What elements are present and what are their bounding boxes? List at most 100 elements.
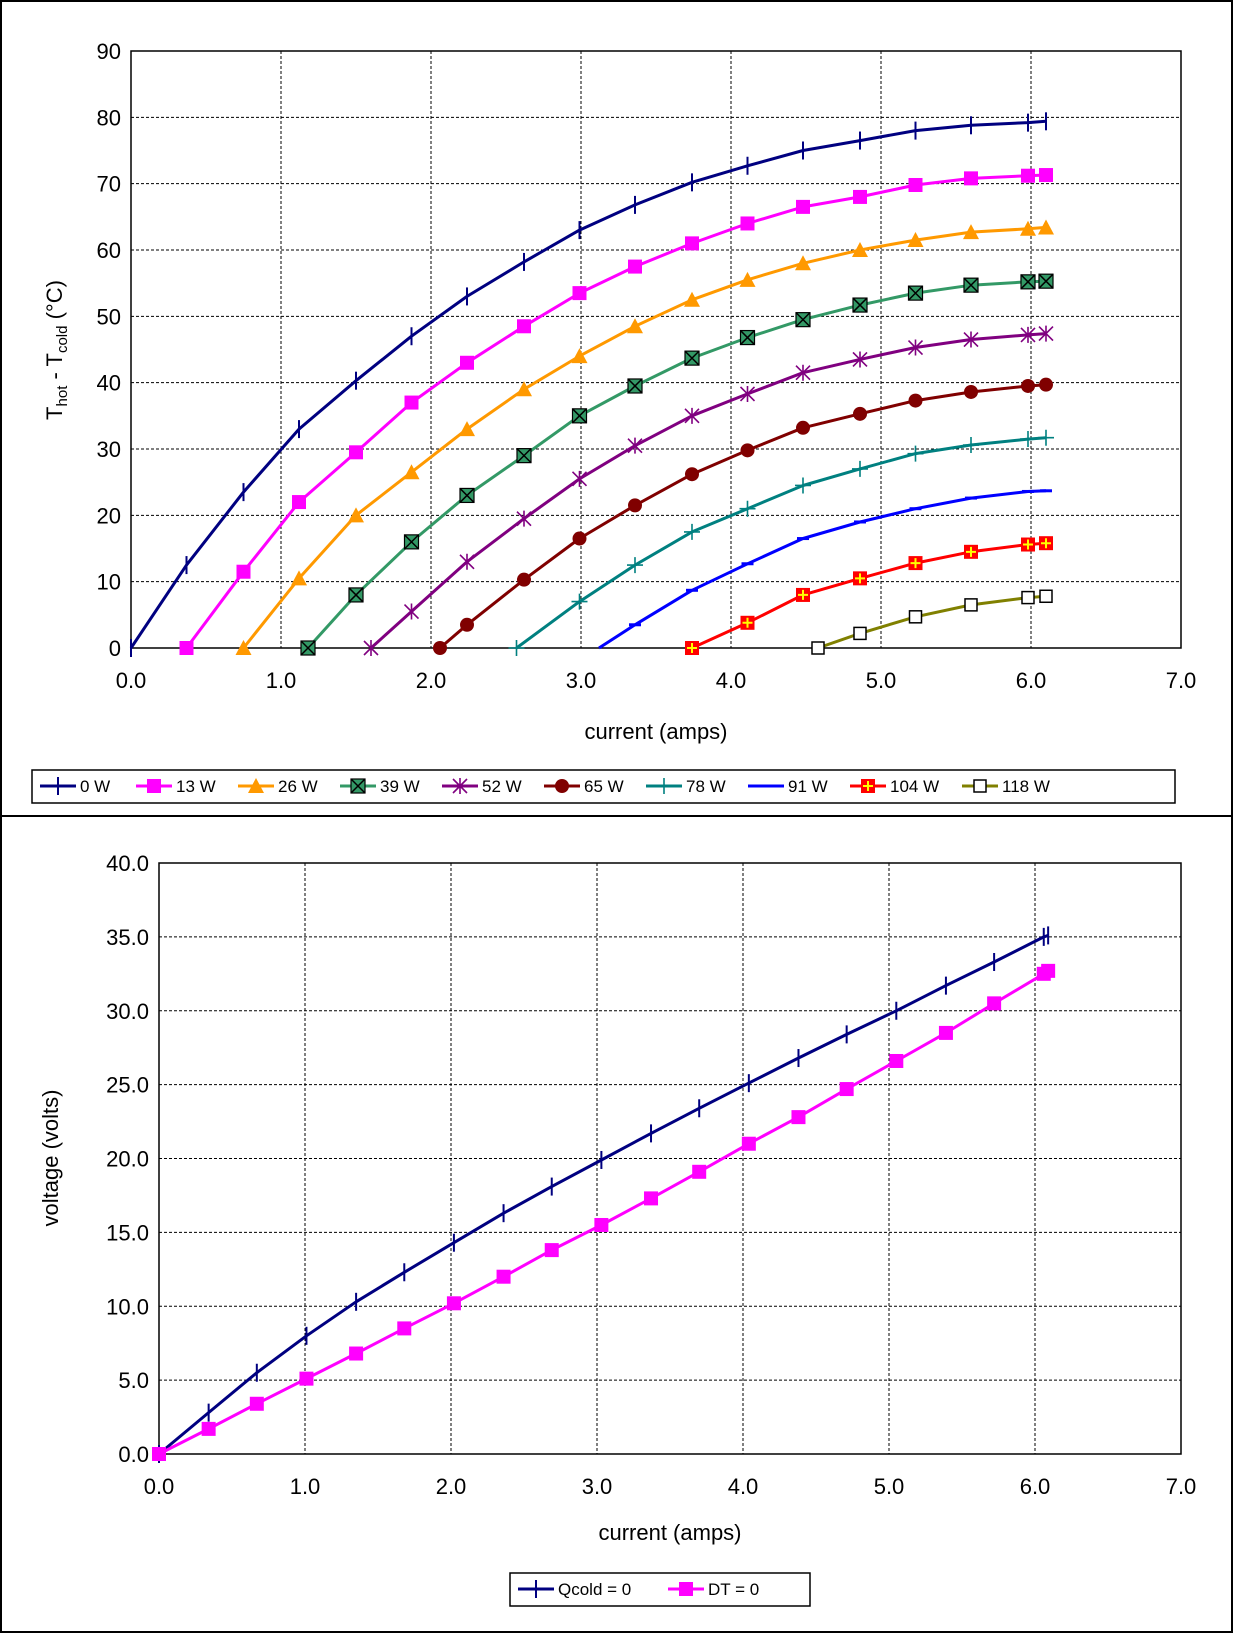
data-point [460,618,474,632]
data-point [853,407,867,421]
data-point [796,588,810,602]
data-point [741,216,755,230]
legend-label: DT = 0 [708,1580,759,1599]
data-point [1021,538,1035,552]
plot-area [131,51,1181,648]
data-point [517,319,531,333]
data-point [644,1191,658,1205]
data-point [1039,168,1053,182]
x-tick-label: 2.0 [436,1474,467,1499]
legend-label: 13 W [176,777,216,796]
legend-label: 39 W [380,777,420,796]
data-point [405,396,419,410]
data-point [180,641,194,655]
data-point [796,313,810,327]
data-point [964,385,978,399]
data-point [301,641,315,655]
x-axis-label: current (amps) [584,719,727,744]
x-tick-label: 3.0 [566,668,597,693]
y-tick-label: 70 [97,172,121,197]
data-point [685,641,699,655]
y-tick-label: 20 [97,503,121,528]
legend: Qcold = 0 DT = 0 [510,1573,810,1606]
data-point [594,1218,608,1232]
data-point [910,611,922,623]
data-point [964,278,978,292]
data-point [812,642,824,654]
data-point [1040,590,1052,602]
x-tick-label: 0.0 [144,1474,175,1499]
x-axis-label: current (amps) [598,1520,741,1545]
data-point [853,190,867,204]
data-point [237,565,251,579]
data-point [152,1447,166,1461]
data-point [433,641,447,655]
x-tick-label: 0.0 [116,668,147,693]
legend-entry-39-w: 39 W [340,777,420,796]
x-tick-label: 6.0 [1020,1474,1051,1499]
data-point [939,1026,953,1040]
data-point [250,1397,264,1411]
data-point [741,616,755,630]
data-point [460,356,474,370]
data-point [349,445,363,459]
legend-label: 52 W [482,777,522,796]
data-point [1021,275,1035,289]
x-tick-label: 7.0 [1166,1474,1197,1499]
data-point [628,498,642,512]
y-tick-label: 15.0 [106,1220,149,1245]
data-point [299,1372,313,1386]
legend-swatch-marker [147,779,161,793]
legend-label: 118 W [1002,777,1050,796]
data-point [889,1054,903,1068]
legend-label: 65 W [584,777,624,796]
data-point [1022,592,1034,604]
y-tick-label: 35.0 [106,925,149,950]
data-point [685,467,699,481]
data-point [791,1110,805,1124]
legend-box [510,1573,810,1606]
legend-swatch-marker [861,779,875,793]
x-tick-label: 5.0 [866,668,897,693]
data-point [964,171,978,185]
y-tick-label: 30 [97,437,121,462]
y-tick-label: 40 [97,371,121,396]
x-tick-label: 6.0 [1016,668,1047,693]
x-tick-label: 7.0 [1166,668,1197,693]
y-tick-label: 20.0 [106,1147,149,1172]
data-point [685,236,699,250]
data-point [573,409,587,423]
y-tick-label: 90 [97,39,121,64]
legend: 0 W 13 W 26 W 39 W 52 W 65 W 78 W 91 W 104 W 118 … [32,770,1175,803]
legend-label: 0 W [80,777,110,796]
data-point [397,1321,411,1335]
legend-label: 26 W [278,777,318,796]
y-tick-label: 25.0 [106,1073,149,1098]
x-tick-label: 4.0 [728,1474,759,1499]
data-point [517,449,531,463]
data-point [742,1137,756,1151]
data-point [349,1347,363,1361]
legend-entry-52-w: 52 W [442,777,522,796]
data-point [573,532,587,546]
data-point [628,260,642,274]
data-point [202,1422,216,1436]
legend-label: 104 W [890,777,939,796]
data-point [545,1243,559,1257]
data-point [292,495,306,509]
data-point [573,286,587,300]
y-tick-label: 0.0 [118,1442,149,1467]
y-tick-label: 30.0 [106,999,149,1024]
data-point [1021,379,1035,393]
data-point [796,421,810,435]
x-tick-label: 1.0 [266,668,297,693]
data-point [685,351,699,365]
y-tick-label: 5.0 [118,1368,149,1393]
legend-swatch-marker [679,1582,693,1596]
data-point [909,556,923,570]
data-point [692,1165,706,1179]
data-point [628,379,642,393]
data-point [741,443,755,457]
y-tick-label: 80 [97,105,121,130]
data-point [741,331,755,345]
